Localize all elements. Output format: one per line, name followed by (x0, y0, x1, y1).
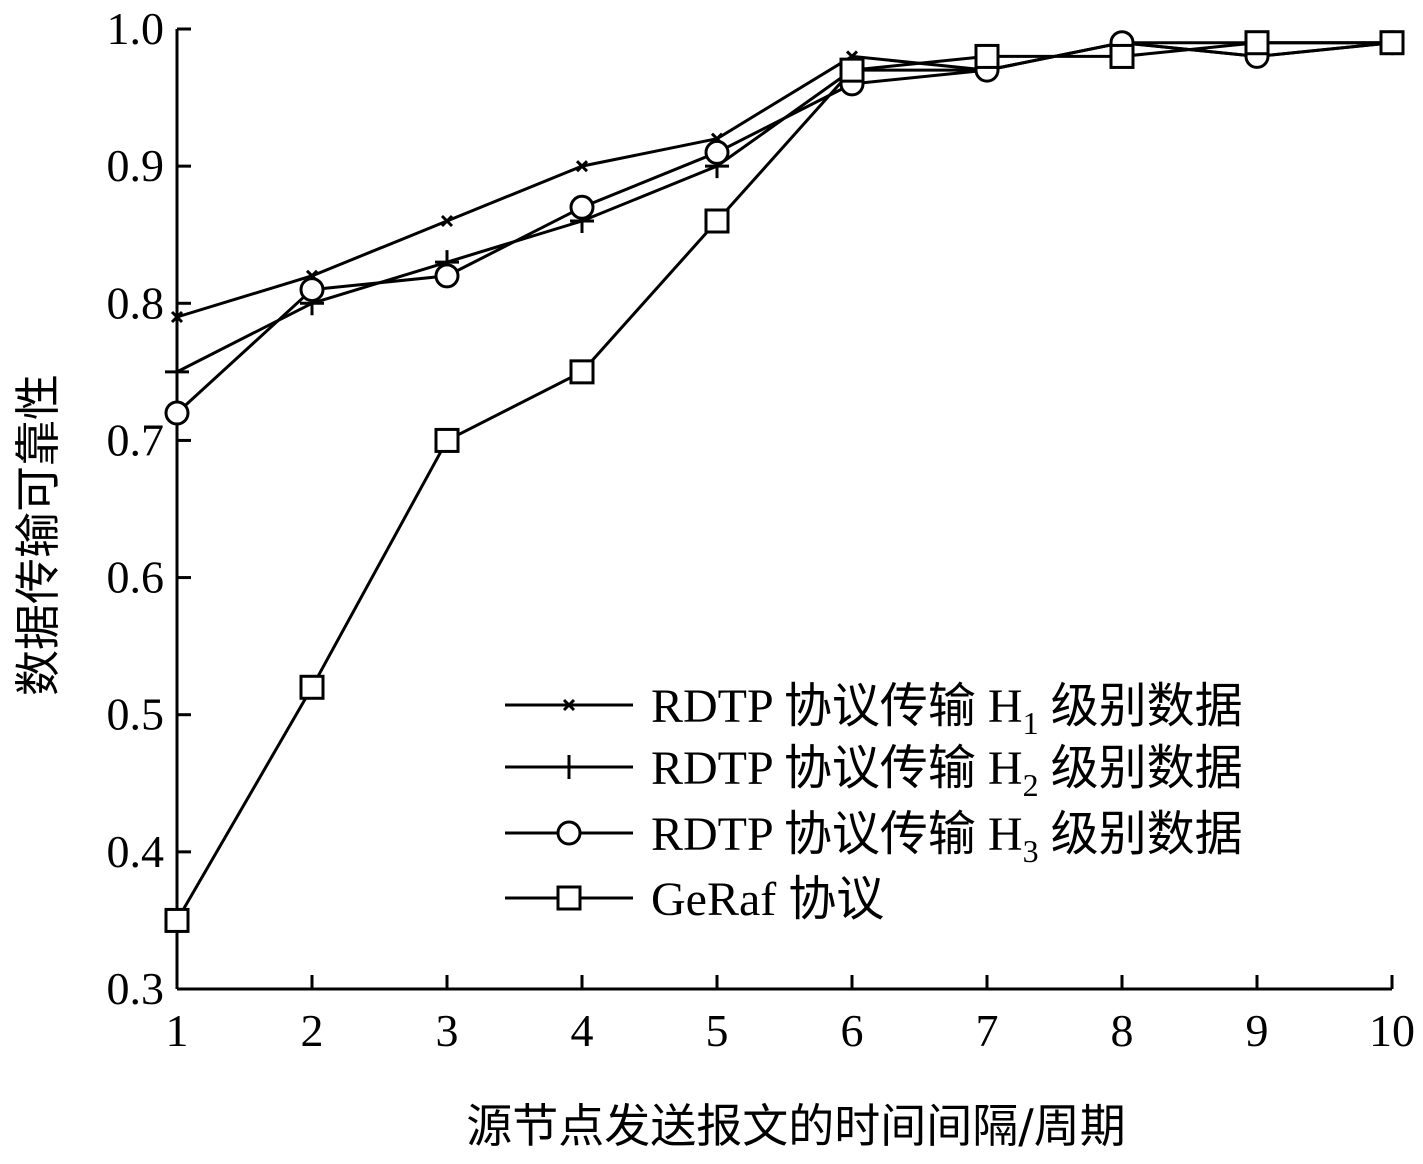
x-tick-label: 2 (301, 1005, 324, 1056)
y-tick-label: 0.4 (107, 826, 165, 877)
data-point-square (839, 57, 865, 83)
data-point-circle (299, 277, 325, 303)
y-tick-label: 0.9 (107, 140, 165, 191)
series-layer (164, 30, 1405, 933)
y-tick-label: 0.3 (107, 963, 165, 1014)
legend-item-1: RDTP 协议传输 H1 级别数据 (505, 680, 1243, 741)
data-point-circle (569, 194, 595, 220)
data-point-square (1244, 30, 1270, 56)
x-tick-label: 4 (571, 1005, 594, 1056)
legend-item-4: GeRaf 协议 (505, 873, 884, 926)
legend-label: RDTP 协议传输 H2 级别数据 (651, 742, 1243, 803)
legend-marker (557, 755, 581, 779)
x-tick-label: 1 (166, 1005, 189, 1056)
data-point-square (434, 427, 460, 453)
series-1 (170, 36, 1399, 324)
y-tick-label: 0.6 (107, 552, 165, 603)
legend-label: GeRaf 协议 (651, 873, 884, 926)
data-point-circle (164, 400, 190, 426)
x-tick-label: 10 (1369, 1005, 1415, 1056)
series-4 (164, 30, 1405, 933)
data-point-x (170, 310, 184, 324)
y-axis-title: 数据传输可靠性 (11, 374, 65, 696)
data-point-square (299, 674, 325, 700)
x-tick-label: 9 (1246, 1005, 1269, 1056)
legend-marker (556, 820, 582, 846)
legend-marker (562, 698, 576, 712)
x-tick-label: 7 (976, 1005, 999, 1056)
axes: 1 2 3 4 5 6 7 8 9 10 0.3 0.4 0.5 0.6 0.7 0.8 0.9 1.0 (107, 3, 1416, 1056)
data-point-square (569, 359, 595, 385)
x-axis-title: 源节点发送报文的时间间隔/周期 (466, 1099, 1126, 1153)
y-tick-label: 1.0 (107, 3, 165, 54)
series-3 (164, 30, 1405, 426)
data-point-circle (704, 139, 730, 165)
data-point-circle (434, 263, 460, 289)
series-line (175, 41, 1392, 922)
data-point-x (575, 160, 589, 173)
series-line (176, 41, 1393, 319)
legend-label: RDTP 协议传输 H3 级别数据 (651, 808, 1243, 869)
legend-label: RDTP 协议传输 H1 级别数据 (651, 680, 1243, 741)
series-line (176, 41, 1392, 374)
legend-item-2: RDTP 协议传输 H2 级别数据 (505, 742, 1243, 803)
x-tick-label: 5 (706, 1005, 729, 1056)
data-point-square (164, 907, 190, 933)
series-2 (165, 30, 1404, 384)
data-point-square (974, 43, 1000, 69)
x-tick-label: 6 (841, 1005, 864, 1056)
legend-item-3: RDTP 协议传输 H3 级别数据 (505, 808, 1243, 869)
x-tick-label: 3 (436, 1005, 459, 1056)
legend-marker (556, 885, 582, 911)
y-tick-label: 0.7 (107, 414, 165, 465)
data-point-x (440, 214, 454, 228)
y-tick-label: 0.5 (107, 689, 165, 740)
data-point-plus (165, 359, 189, 384)
data-point-square (1379, 30, 1405, 56)
data-point-square (1109, 43, 1135, 69)
data-point-square (704, 208, 730, 234)
x-tick-label: 8 (1111, 1005, 1134, 1056)
y-tick-label: 0.8 (107, 277, 165, 328)
